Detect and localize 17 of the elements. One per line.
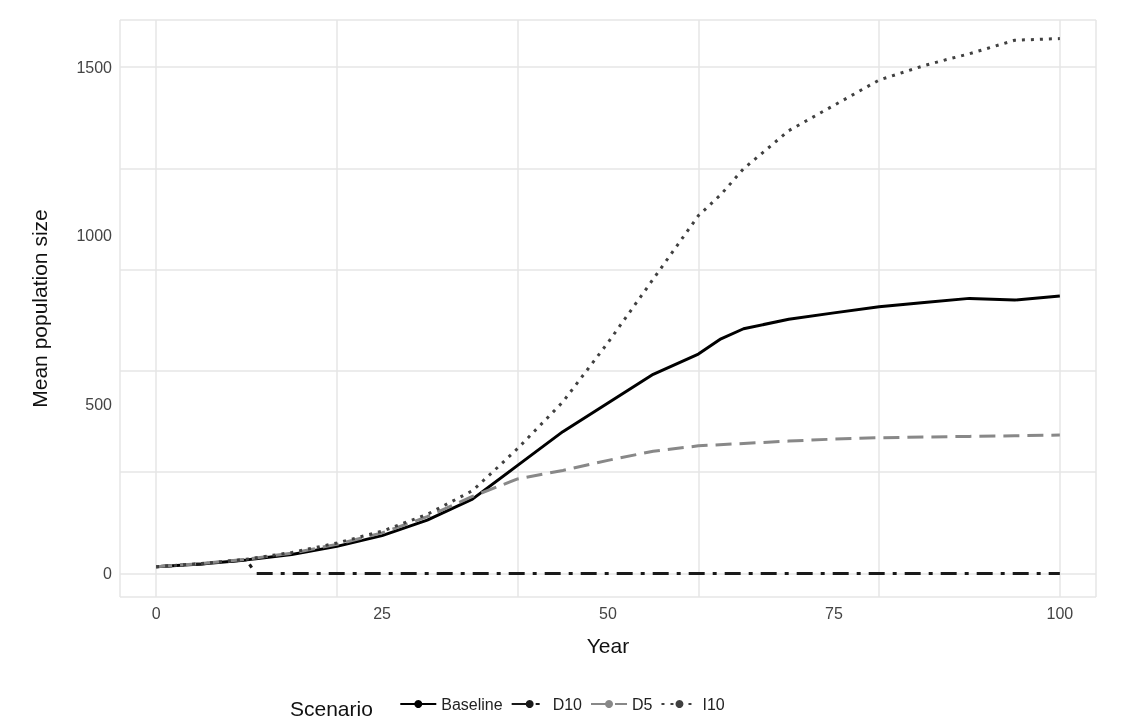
y-tick-label: 0 [103,564,113,582]
y-tick-label: 1500 [76,58,113,76]
legend-label: I10 [702,695,725,713]
x-tick-label: 75 [825,604,843,622]
x-axis-title: Year [586,634,630,657]
y-axis-title: Mean population size [28,209,51,408]
legend-label: D10 [552,695,583,713]
legend-title: Scenario [290,697,373,720]
legend-label: Baseline [441,695,503,713]
y-tick-label: 1000 [76,227,113,245]
x-tick-label: 50 [599,604,617,622]
line-series [154,37,1062,569]
x-tick-label: 100 [1046,604,1074,622]
legend-label: D5 [632,695,653,713]
y-tick-label: 500 [85,396,113,414]
x-tick-label: 25 [373,604,392,622]
x-tick-label: 0 [151,604,161,622]
